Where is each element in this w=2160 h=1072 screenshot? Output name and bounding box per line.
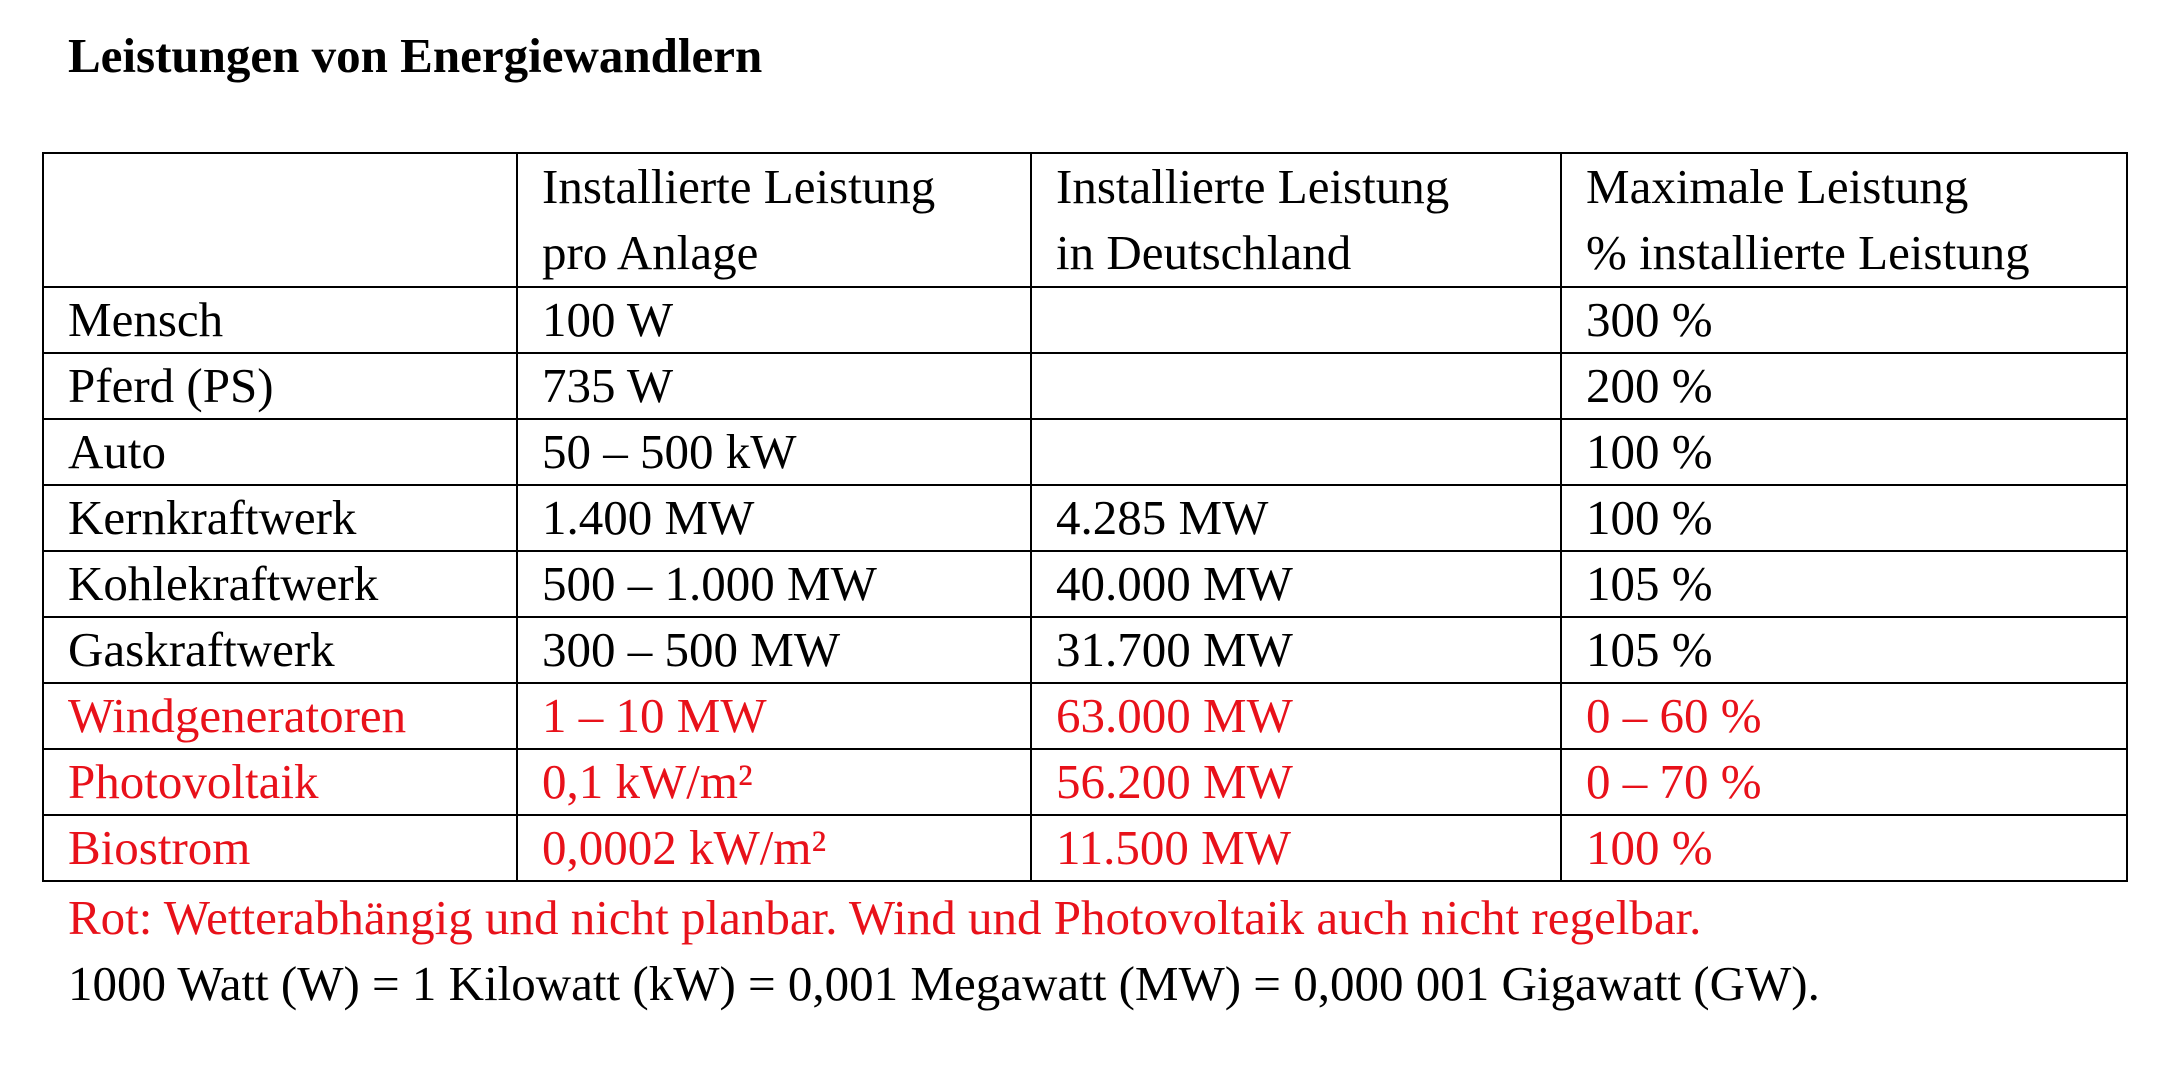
table-row: Kernkraftwerk 1.400 MW 4.285 MW 100 % <box>42 484 2128 552</box>
header-cell-max-power: Maximale Leistung % installierte Leistun… <box>1560 152 2128 288</box>
header-cell-label <box>42 152 518 288</box>
cell-max-power: 105 % <box>1560 550 2128 618</box>
header-line-1: Maximale Leistung <box>1586 159 1969 214</box>
cell-converter: Pferd (PS) <box>42 352 518 420</box>
header-line-2: % installierte Leistung <box>1586 225 2030 280</box>
cell-per-plant: 1.400 MW <box>516 484 1032 552</box>
table-header-row: Installierte Leistung pro Anlage Install… <box>42 152 2128 288</box>
cell-germany: 11.500 MW <box>1030 814 1562 882</box>
page-title: Leistungen von Energiewandlern <box>68 28 763 83</box>
cell-germany: 40.000 MW <box>1030 550 1562 618</box>
table-row: Biostrom 0,0002 kW/m² 11.500 MW 100 % <box>42 814 2128 882</box>
header-cell-per-plant: Installierte Leistung pro Anlage <box>516 152 1032 288</box>
cell-germany <box>1030 352 1562 420</box>
table-row: Gaskraftwerk 300 – 500 MW 31.700 MW 105 % <box>42 616 2128 684</box>
cell-max-power: 100 % <box>1560 418 2128 486</box>
cell-germany: 56.200 MW <box>1030 748 1562 816</box>
table-row: Windgeneratoren 1 – 10 MW 63.000 MW 0 – 60 … <box>42 682 2128 750</box>
cell-max-power: 300 % <box>1560 286 2128 354</box>
table-row: Auto 50 – 500 kW 100 % <box>42 418 2128 486</box>
cell-germany: 4.285 MW <box>1030 484 1562 552</box>
cell-per-plant: 0,0002 kW/m² <box>516 814 1032 882</box>
table-row: Mensch 100 W 300 % <box>42 286 2128 354</box>
cell-germany <box>1030 418 1562 486</box>
cell-converter: Biostrom <box>42 814 518 882</box>
header-line-2: in Deutschland <box>1056 225 1352 280</box>
table-row: Pferd (PS) 735 W 200 % <box>42 352 2128 420</box>
cell-per-plant: 500 – 1.000 MW <box>516 550 1032 618</box>
cell-max-power: 0 – 60 % <box>1560 682 2128 750</box>
cell-converter: Kernkraftwerk <box>42 484 518 552</box>
cell-max-power: 200 % <box>1560 352 2128 420</box>
header-line-2: pro Anlage <box>542 225 759 280</box>
cell-per-plant: 50 – 500 kW <box>516 418 1032 486</box>
cell-per-plant: 100 W <box>516 286 1032 354</box>
cell-converter: Windgeneratoren <box>42 682 518 750</box>
power-table: Installierte Leistung pro Anlage Install… <box>42 152 2128 882</box>
cell-max-power: 105 % <box>1560 616 2128 684</box>
cell-converter: Auto <box>42 418 518 486</box>
unit-conversion-note: 1000 Watt (W) = 1 Kilowatt (kW) = 0,001 … <box>68 956 1820 1011</box>
cell-converter: Mensch <box>42 286 518 354</box>
cell-germany <box>1030 286 1562 354</box>
cell-converter: Kohlekraftwerk <box>42 550 518 618</box>
cell-per-plant: 1 – 10 MW <box>516 682 1032 750</box>
table-body: Installierte Leistung pro Anlage Install… <box>42 152 2128 882</box>
cell-max-power: 100 % <box>1560 814 2128 882</box>
weather-dependency-note: Rot: Wetterabhängig und nicht planbar. W… <box>68 890 1702 945</box>
cell-germany: 63.000 MW <box>1030 682 1562 750</box>
cell-per-plant: 735 W <box>516 352 1032 420</box>
cell-max-power: 100 % <box>1560 484 2128 552</box>
cell-per-plant: 0,1 kW/m² <box>516 748 1032 816</box>
header-line-1: Installierte Leistung <box>542 159 936 214</box>
cell-converter: Photovoltaik <box>42 748 518 816</box>
table-row: Photovoltaik 0,1 kW/m² 56.200 MW 0 – 70 % <box>42 748 2128 816</box>
cell-germany: 31.700 MW <box>1030 616 1562 684</box>
header-cell-germany: Installierte Leistung in Deutschland <box>1030 152 1562 288</box>
table-row: Kohlekraftwerk 500 – 1.000 MW 40.000 MW 105… <box>42 550 2128 618</box>
header-line-1: Installierte Leistung <box>1056 159 1450 214</box>
cell-per-plant: 300 – 500 MW <box>516 616 1032 684</box>
cell-converter: Gaskraftwerk <box>42 616 518 684</box>
cell-max-power: 0 – 70 % <box>1560 748 2128 816</box>
